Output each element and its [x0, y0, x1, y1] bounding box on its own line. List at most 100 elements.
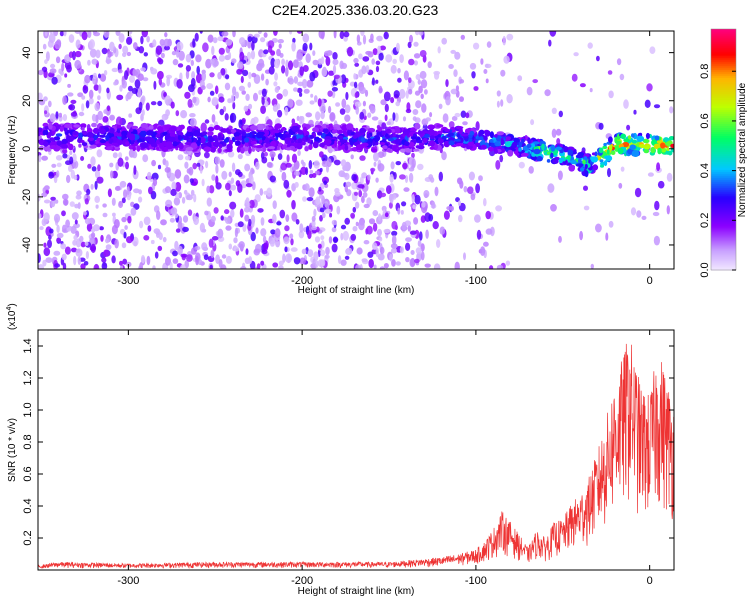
spectrogram-cell — [201, 131, 208, 136]
spectrogram-cell — [160, 219, 167, 226]
spectrogram-cell — [150, 68, 158, 75]
colorbar-ticks: 0.0 0.2 0.4 0.6 0.8 — [699, 64, 736, 278]
y-tick-label: 1.4 — [22, 338, 34, 353]
colorbar-step — [711, 253, 736, 257]
spectrogram-cell — [169, 217, 175, 223]
colorbar-step — [711, 121, 736, 124]
spectrogram-cell — [209, 72, 215, 78]
spectrogram-cell — [314, 236, 321, 243]
spectrogram-cell — [72, 131, 79, 135]
spectrogram-cell — [53, 213, 61, 223]
spectrogram-cell — [99, 128, 106, 135]
spectrogram-cell — [480, 144, 487, 150]
spectrogram-cell — [157, 100, 163, 107]
spectrogram-cell — [56, 224, 60, 233]
spectrogram-cell — [432, 221, 439, 230]
spectrogram-cell — [177, 221, 183, 230]
spectrogram-cell — [279, 129, 284, 134]
spectrogram-cell — [242, 69, 249, 77]
colorbar-step — [711, 241, 736, 245]
spectrogram-cell — [195, 54, 202, 63]
spectrogram-cell — [206, 141, 212, 148]
spectrogram-cell — [90, 228, 96, 233]
spectrogram-cell — [39, 226, 44, 231]
spectrogram-cell — [421, 103, 427, 113]
snr-x-label: Height of straight line (km) — [298, 586, 415, 597]
spectrogram-cell — [248, 175, 254, 185]
spectrogram-cell — [75, 194, 82, 200]
spectrogram-cell — [109, 41, 115, 52]
spectrogram-cell — [405, 108, 412, 114]
spectrogram-cell — [580, 167, 585, 172]
spectrogram-cell — [273, 129, 280, 134]
colorbar-step — [711, 209, 736, 213]
spectrogram-cell — [501, 148, 506, 153]
spectrogram-cell — [261, 156, 268, 164]
spectrogram-cell — [332, 59, 339, 66]
spectrogram-cell — [174, 181, 182, 192]
spectrogram-cell — [260, 105, 266, 114]
spectrogram-cell — [463, 186, 468, 193]
spectrogram-cell — [146, 171, 152, 181]
spectrogram-cell — [83, 211, 87, 216]
spectrogram-cell — [299, 223, 304, 233]
spectrogram-cell — [616, 58, 622, 66]
spectrogram-cell — [54, 263, 60, 268]
spectrogram-cell — [397, 67, 401, 74]
spectrogram-cell — [354, 92, 359, 99]
spectrogram-cell — [229, 112, 237, 123]
spectrogram-cell — [81, 142, 88, 147]
spectrogram-cell — [313, 160, 320, 169]
spectrogram-cell — [229, 201, 237, 210]
spectrogram-cell — [391, 259, 396, 267]
spectrogram-cell — [42, 259, 47, 267]
colorbar-step — [711, 131, 736, 135]
spectrogram-cell — [413, 60, 418, 66]
x-tick-label: -300 — [117, 575, 139, 587]
spectrogram-cell — [359, 111, 365, 120]
spectrogram-cell — [496, 131, 505, 136]
spectrogram-cell — [300, 159, 304, 165]
colorbar-step — [711, 169, 736, 173]
snr-scale-exponent: 4 — [6, 307, 13, 311]
spectrogram-cell — [38, 253, 41, 263]
colorbar-step — [711, 155, 736, 159]
spectrogram-cell — [399, 88, 406, 99]
spectrogram-cell — [281, 126, 286, 131]
spectrogram-cell — [473, 86, 479, 91]
spectrogram-cell — [390, 97, 395, 104]
spectrogram-cell — [375, 79, 379, 84]
spectrogram-cell — [236, 68, 243, 75]
spectrogram-cell — [353, 73, 357, 80]
spectrogram-cell — [283, 179, 290, 189]
spectrogram-cell — [415, 74, 421, 81]
spectrogram-cell — [666, 205, 670, 215]
spectrogram-cell — [97, 110, 103, 121]
spectrogram-cell — [470, 193, 476, 201]
spectrogram-cell — [165, 141, 173, 147]
spectrogram-cell — [670, 143, 674, 148]
spectrogram-cell — [317, 131, 323, 136]
spectrogram-cell — [324, 144, 328, 150]
spectrogram-cell — [302, 65, 309, 72]
spectrogram-cell — [181, 196, 186, 204]
spectrogram-cell — [230, 129, 237, 133]
spectrogram-cell — [332, 236, 338, 244]
spectrogram-cell — [449, 205, 454, 212]
spectrogram-cell — [619, 73, 625, 81]
spectrogram-cell — [379, 87, 383, 93]
spectrogram-cell — [382, 145, 388, 150]
spectrogram-cell — [49, 145, 57, 150]
spectrogram-cell — [483, 135, 488, 141]
spectrogram-cell — [285, 67, 289, 77]
spectrogram-cell — [356, 247, 363, 255]
spectrogram-cell — [451, 116, 458, 121]
y-tick-label: -40 — [21, 237, 33, 253]
spectrogram-cell — [177, 245, 183, 256]
spectrogram-cell — [262, 129, 270, 137]
spectrogram-cell — [392, 145, 397, 152]
spectrogram-cell — [299, 92, 303, 97]
spectrogram-cell — [405, 257, 410, 263]
spectrogram-cell — [626, 124, 631, 131]
spectrogram-cell — [433, 263, 441, 269]
